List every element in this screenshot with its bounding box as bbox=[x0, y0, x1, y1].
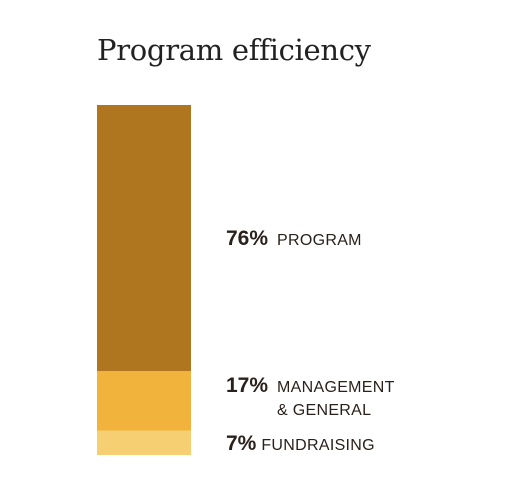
value-label-program: 76% bbox=[226, 227, 268, 250]
bar-segments bbox=[97, 105, 191, 455]
category-label-program: PROGRAM bbox=[277, 232, 362, 249]
category-label-management-general: MANAGEMENT bbox=[277, 379, 395, 396]
value-label-management-general: 17% bbox=[226, 374, 268, 397]
category-label-management-general-line2: & GENERAL bbox=[277, 402, 371, 419]
category-label-fundraising: FUNDRAISING bbox=[261, 437, 375, 454]
value-label-fundraising: 7% bbox=[226, 432, 257, 455]
bar-segment-fundraising bbox=[97, 430, 191, 455]
chart-title: Program efficiency bbox=[97, 33, 371, 67]
bar-segment-management-general bbox=[97, 371, 191, 431]
segment-labels: 76% PROGRAM 17% MANAGEMENT & GENERAL 7% FUNDRA… bbox=[226, 227, 395, 455]
bar-segment-program bbox=[97, 105, 191, 371]
